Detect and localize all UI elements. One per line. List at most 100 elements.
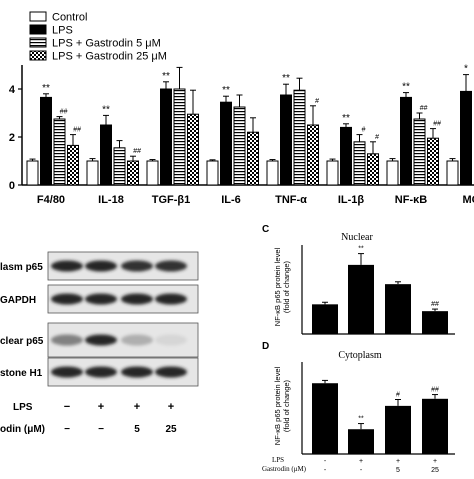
significance-marker: # <box>362 127 366 134</box>
significance-marker: ** <box>358 246 364 253</box>
bar <box>348 264 374 334</box>
blot-row-label: lasm p65 <box>0 262 43 273</box>
blot-lps-sign: + <box>98 401 104 413</box>
bar-hstripe <box>113 147 126 186</box>
blot-row-label: stone H1 <box>0 368 43 379</box>
panel-d-lps-sign: + <box>396 458 400 465</box>
significance-marker: * <box>464 64 468 75</box>
blot-band <box>121 366 153 378</box>
blot-gastrodin-value: − <box>64 424 70 435</box>
bar-check <box>367 153 379 186</box>
panel-d-gastrodin-value: 5 <box>396 467 400 474</box>
blot-gastrodin-value: 25 <box>165 424 177 435</box>
significance-marker: ## <box>431 387 439 394</box>
bar-hstripe <box>293 89 306 186</box>
panel-d-ylabel-line1: NF-κB p65 protein level <box>273 366 282 445</box>
panel-d-gastrodin-value: - <box>324 467 327 474</box>
significance-marker: ** <box>42 83 50 94</box>
significance-marker: ** <box>162 71 170 82</box>
bar-hstripe <box>173 88 186 186</box>
significance-marker: ** <box>102 104 110 115</box>
panel-c-letter: C <box>262 224 269 235</box>
bar-black <box>100 124 112 186</box>
blot-row-label: clear p65 <box>0 336 44 347</box>
y-tick-label: 0 <box>9 180 15 192</box>
cytoplasm-p65-chart: D Cytoplasm NF-κB p65 protein level (fol… <box>262 341 455 474</box>
x-category-label: F4/80 <box>37 194 65 206</box>
blot-lps-label: LPS <box>13 402 33 413</box>
legend-swatch-gastrodin-5 <box>29 37 47 48</box>
significance-marker: # <box>375 134 379 141</box>
bar-white <box>386 160 399 186</box>
bar-white <box>326 160 339 186</box>
panel-d-gastrodin-value: 25 <box>431 467 439 474</box>
x-category-label: TGF-β1 <box>152 194 191 206</box>
bar-black <box>280 94 292 186</box>
blot-band <box>121 293 153 305</box>
panel-c-ylabel-line1: NF-κB p65 protein level <box>273 247 282 326</box>
x-category-label: IL-1β <box>338 194 365 206</box>
blot-gastrodin-value: − <box>98 424 104 435</box>
blot-band <box>155 334 187 346</box>
significance-marker: ** <box>358 416 364 423</box>
significance-marker: ## <box>433 121 441 128</box>
panel-c-title: Nuclear <box>341 232 373 243</box>
western-blot-panel: lasm p65 GAPDH clear p65 stone H1 LPS odin (μ… <box>0 251 199 435</box>
bar <box>385 284 411 334</box>
bar-white <box>206 160 219 186</box>
significance-marker: ## <box>431 301 439 308</box>
panel-d-lps-sign: - <box>324 458 327 465</box>
bar-check <box>127 160 139 186</box>
y-tick-label: 2 <box>9 132 15 144</box>
bar-check <box>67 144 79 186</box>
significance-marker: ## <box>133 148 141 155</box>
panel-d-lps-sign: + <box>359 458 363 465</box>
blot-band <box>155 260 187 272</box>
bar-check <box>307 124 319 186</box>
legend: Control LPS LPS + Gastrodin 5 μM LPS + G… <box>29 11 167 63</box>
bar-black <box>460 90 472 186</box>
blot-band <box>51 366 83 378</box>
significance-marker: ** <box>222 85 230 96</box>
bar-check <box>247 131 259 186</box>
bar-black <box>220 101 232 186</box>
bar-white <box>266 160 279 186</box>
panel-d-lps-sign: + <box>433 458 437 465</box>
blot-band <box>121 334 153 346</box>
bar-hstripe <box>413 118 426 186</box>
bar <box>422 311 448 334</box>
blot-band <box>51 260 83 272</box>
bar-check <box>187 113 199 186</box>
bar-white <box>86 160 99 186</box>
blot-band <box>155 366 187 378</box>
panel-d-letter: D <box>262 341 269 352</box>
bar <box>312 383 338 454</box>
x-category-label: IL-18 <box>98 194 124 206</box>
blot-band <box>155 293 187 305</box>
significance-marker: # <box>315 98 319 105</box>
bar-check <box>427 137 439 186</box>
bar <box>312 304 338 334</box>
bar-hstripe <box>233 106 246 186</box>
panel-d-gastrodin-label: Gastrodin (μM) <box>262 465 307 473</box>
y-tick-label: 4 <box>9 84 16 96</box>
x-category-label: NF-κB <box>395 194 427 206</box>
panel-d-ylabel-line2: (fold of change) <box>282 379 291 432</box>
x-category-label: MC <box>462 194 474 206</box>
x-category-label: TNF-α <box>275 194 307 206</box>
blot-lps-sign: − <box>64 401 70 413</box>
blot-band <box>51 334 83 346</box>
significance-marker: ** <box>402 82 410 93</box>
blot-lps-sign: + <box>134 401 140 413</box>
panel-d-lps-label: LPS <box>272 456 284 464</box>
legend-swatch-gastrodin-25 <box>29 50 47 61</box>
bar-white <box>26 160 39 186</box>
significance-marker: # <box>396 392 400 399</box>
blot-gastrodin-value: 5 <box>134 424 140 435</box>
bar <box>348 429 374 454</box>
blot-band <box>51 293 83 305</box>
cytokine-bar-chart: 024 **####F4/80**##IL-18**TGF-β1**IL-6**#… <box>9 64 474 206</box>
bar-hstripe <box>53 118 66 186</box>
blot-band <box>85 334 117 346</box>
